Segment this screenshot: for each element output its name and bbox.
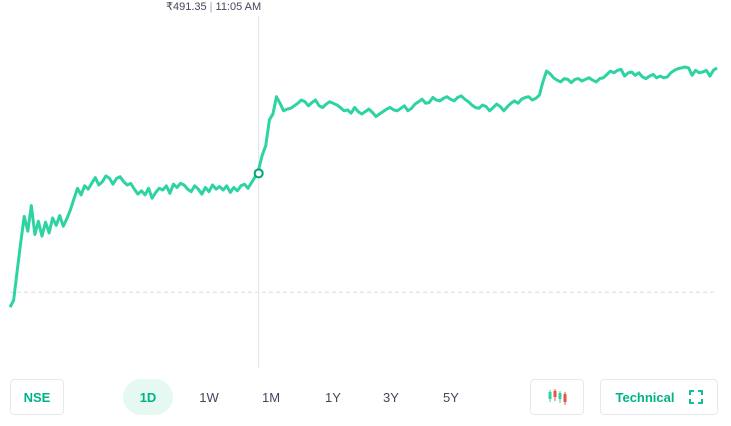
- exchange-button[interactable]: NSE: [10, 379, 64, 415]
- chart-controls: NSE 1D 1W 1M 1Y 3Y 5Y Technical: [0, 379, 731, 419]
- price-series-line: [8, 65, 718, 308]
- expand-icon: [688, 390, 703, 404]
- range-5y-button[interactable]: 5Y: [443, 389, 459, 405]
- tooltip-price: ₹491.35: [166, 1, 207, 13]
- range-1m-button[interactable]: 1M: [261, 389, 281, 405]
- range-3y-button[interactable]: 3Y: [383, 389, 399, 405]
- tooltip-separator: |: [209, 1, 213, 13]
- technical-label: Technical: [615, 389, 675, 405]
- price-chart-svg[interactable]: [0, 0, 731, 370]
- range-1y-button[interactable]: 1Y: [325, 389, 341, 405]
- technical-button[interactable]: Technical: [600, 379, 718, 415]
- tooltip-time: 11:05 AM: [215, 1, 262, 13]
- candlestick-toggle-button[interactable]: [530, 379, 584, 415]
- hover-point-marker: [253, 168, 264, 179]
- candlestick-icon: [548, 389, 567, 405]
- price-chart[interactable]: ₹491.35 | 11:05 AM: [0, 0, 731, 370]
- range-1w-button[interactable]: 1W: [199, 389, 219, 405]
- range-1d-button[interactable]: 1D: [123, 379, 173, 415]
- hover-tooltip: ₹491.35 | 11:05 AM: [166, 0, 261, 14]
